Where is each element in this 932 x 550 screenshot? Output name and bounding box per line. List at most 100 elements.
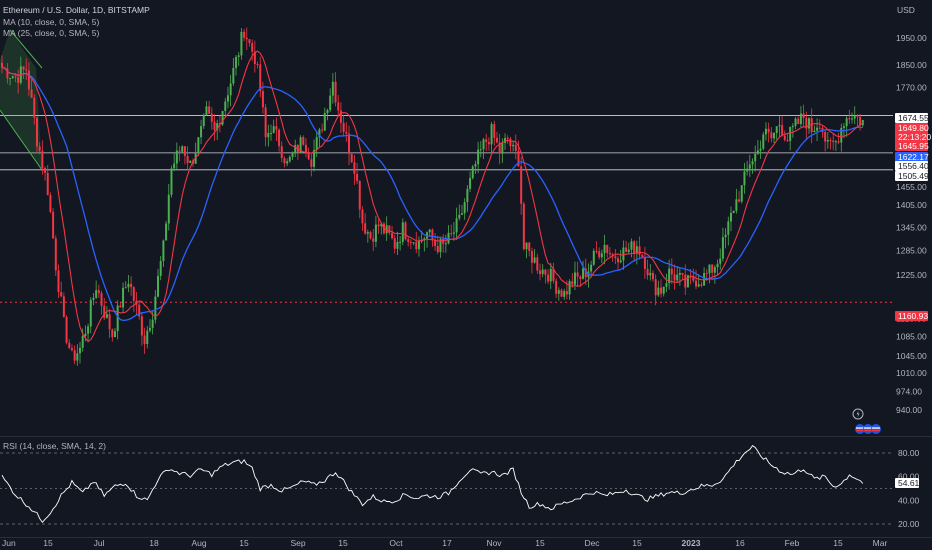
candle-body xyxy=(748,164,751,169)
candle-body xyxy=(643,257,646,269)
candle-body xyxy=(216,123,219,130)
candle-body xyxy=(646,268,649,276)
candle-body xyxy=(670,268,673,275)
candle-body xyxy=(369,232,372,239)
candle-body xyxy=(678,272,681,275)
event-icons[interactable] xyxy=(852,408,881,434)
candle-body xyxy=(81,336,84,348)
candles xyxy=(1,27,864,366)
candle-body xyxy=(399,241,402,243)
candle-body xyxy=(638,246,641,255)
candle-body xyxy=(695,280,698,287)
candle-body xyxy=(582,268,585,279)
candle-body xyxy=(25,69,28,71)
candle-body xyxy=(280,146,283,159)
candle-body xyxy=(6,68,9,79)
candle-body xyxy=(853,115,856,119)
candle-body xyxy=(829,139,832,141)
price-tag xyxy=(895,132,928,142)
candle-body xyxy=(119,305,122,308)
price-tag xyxy=(895,311,928,321)
candle-body xyxy=(428,229,431,233)
channel-lower-line[interactable] xyxy=(0,109,43,171)
candle-body xyxy=(385,225,388,234)
candle-body xyxy=(313,149,316,167)
candle-body xyxy=(165,223,168,241)
candle-body xyxy=(44,167,47,173)
candle-body xyxy=(256,63,259,65)
candle-body xyxy=(396,241,399,249)
time-tick-label: 15 xyxy=(239,538,249,548)
candle-body xyxy=(229,83,232,96)
time-axis[interactable]: Jun 15 Jul 18 Aug 15 Sep 15 Oct 17 Nov 15 Dec 15 2023 1… xyxy=(2,538,887,548)
ma25-line[interactable] xyxy=(1,67,863,322)
candle-body xyxy=(259,64,262,91)
time-tick-label: Oct xyxy=(389,538,403,548)
candle-body xyxy=(512,144,515,147)
candle-body xyxy=(818,127,821,129)
price-tag xyxy=(895,171,928,181)
candle-body xyxy=(724,234,727,238)
candle-body xyxy=(302,137,305,145)
candle-body xyxy=(189,160,192,163)
channel-drawing[interactable] xyxy=(0,29,43,171)
candle-body xyxy=(791,125,794,128)
ma25-legend[interactable]: MA (25, close, 0, SMA, 5) xyxy=(3,28,100,38)
candle-body xyxy=(221,111,224,125)
candle-body xyxy=(662,286,665,294)
candle-body xyxy=(334,81,337,103)
rsi-line[interactable] xyxy=(1,444,864,524)
candle-body xyxy=(767,128,770,133)
candle-body xyxy=(364,223,367,234)
price-tag xyxy=(895,141,928,151)
candle-body xyxy=(436,246,439,253)
candle-body xyxy=(450,232,453,234)
candle-body xyxy=(218,123,221,125)
candle-body xyxy=(140,316,143,336)
candle-body xyxy=(840,127,843,143)
candle-body xyxy=(122,287,125,308)
candle-body xyxy=(278,129,281,147)
candle-body xyxy=(861,120,864,126)
candle-body xyxy=(17,77,20,83)
candle-body xyxy=(124,287,127,289)
candle-body xyxy=(361,209,364,224)
candle-body xyxy=(70,348,73,351)
candle-body xyxy=(275,126,278,130)
candle-body xyxy=(9,77,12,79)
candle-body xyxy=(326,109,329,114)
candle-body xyxy=(568,281,571,295)
time-tick-label: Jul xyxy=(94,538,105,548)
ma10-line[interactable] xyxy=(1,50,864,343)
candle-body xyxy=(654,279,657,296)
candle-body xyxy=(186,155,189,163)
flash-icon[interactable] xyxy=(852,408,864,420)
candle-body xyxy=(541,269,544,275)
candle-body xyxy=(455,218,458,233)
candle-body xyxy=(213,121,216,130)
candle-body xyxy=(783,135,786,140)
candle-body xyxy=(240,31,243,56)
time-tick-label: Mar xyxy=(873,538,888,548)
candle-body xyxy=(700,284,703,286)
candle-body xyxy=(762,134,765,149)
candle-body xyxy=(100,293,103,306)
flag-us-icon[interactable] xyxy=(855,424,865,434)
candle-body xyxy=(111,329,114,338)
candle-body xyxy=(477,149,480,165)
candle-body xyxy=(555,280,558,294)
price-tag-label: 1645.95 xyxy=(898,141,929,151)
rsi-legend[interactable]: RSI (14, close, SMA, 14, 2) xyxy=(3,441,106,451)
time-tick-label: Nov xyxy=(486,538,502,548)
candle-body xyxy=(684,274,687,288)
flag-us-icon-3[interactable] xyxy=(871,424,881,434)
ma10-legend[interactable]: MA (10, close, 0, SMA, 5) xyxy=(3,17,100,27)
price-tick-label: 1405.00 xyxy=(896,200,927,210)
candle-body xyxy=(1,62,3,68)
candle-body xyxy=(493,124,496,138)
candle-body xyxy=(786,139,789,141)
candle-body xyxy=(202,114,205,127)
flag-us-icon-2[interactable] xyxy=(863,424,873,434)
channel-upper-line[interactable] xyxy=(9,29,43,69)
